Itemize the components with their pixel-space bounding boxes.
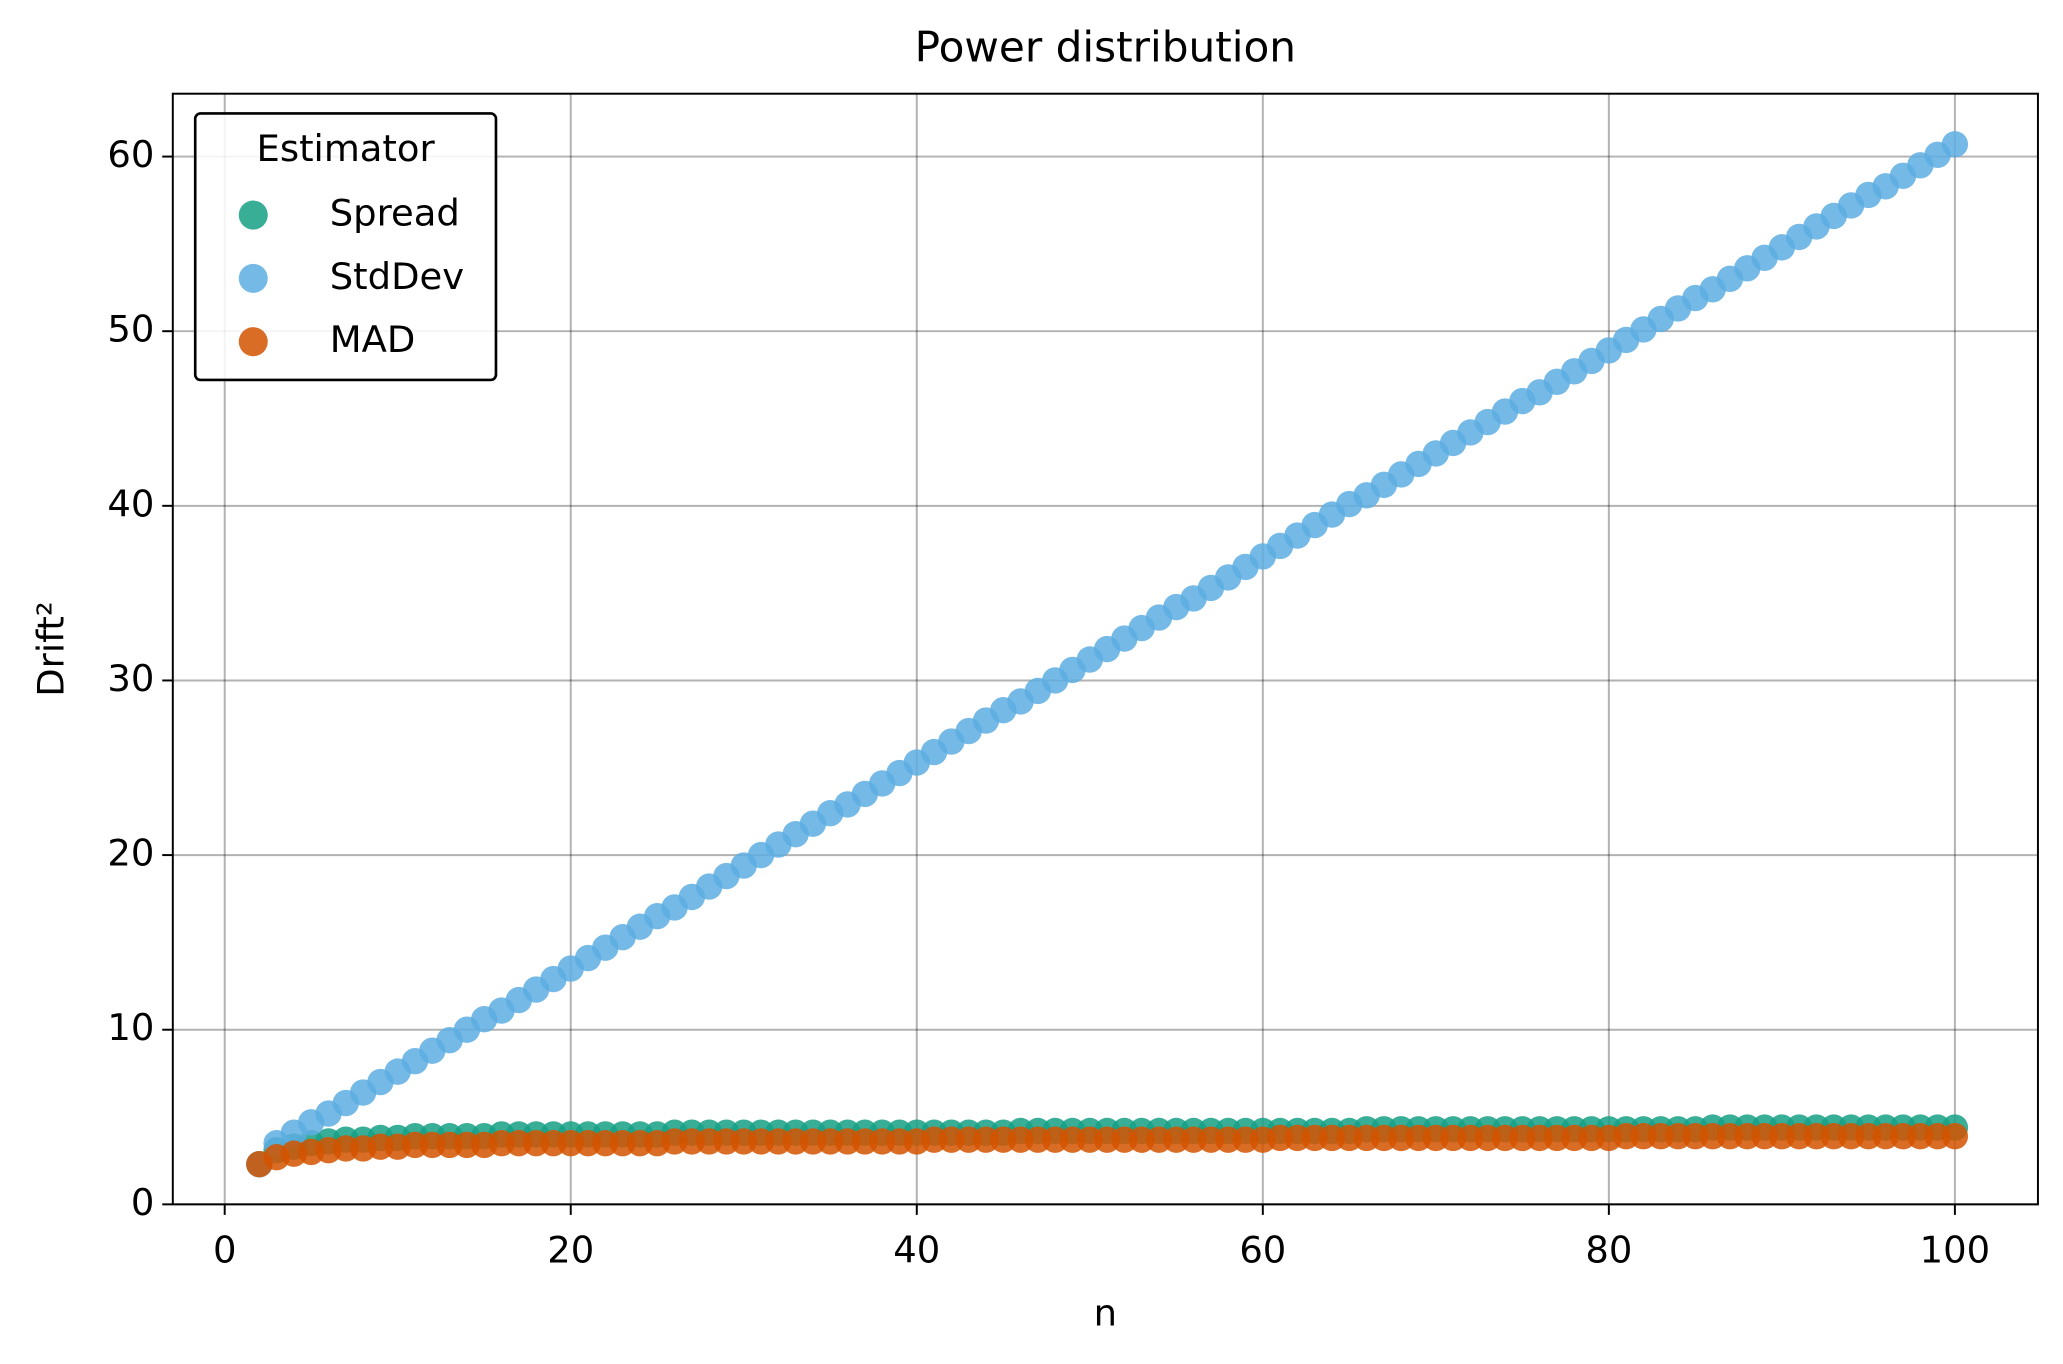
point — [1941, 1123, 1969, 1150]
x-tick-label: 0 — [213, 1228, 236, 1271]
x-tick-label: 40 — [893, 1228, 940, 1271]
legend-title: Estimator — [257, 127, 436, 170]
y-tick-label: 0 — [131, 1181, 155, 1224]
point — [1941, 131, 1969, 158]
y-axis-label: Drift² — [29, 601, 72, 697]
y-tick-label: 50 — [107, 308, 154, 351]
legend: Estimator Spread StdDev MAD — [193, 112, 498, 382]
x-tick-label: 20 — [547, 1228, 594, 1271]
legend-marker — [238, 327, 268, 357]
legend-box — [193, 112, 498, 382]
y-tick-label: 40 — [107, 482, 154, 525]
legend-label: MAD — [330, 318, 416, 361]
legend-label: StdDev — [330, 255, 464, 298]
y-tick-label: 10 — [107, 1006, 154, 1049]
legend-label: Spread — [330, 192, 460, 235]
plot-frame — [171, 92, 2039, 1206]
legend-marker — [238, 263, 268, 293]
y-tick-label: 60 — [107, 133, 154, 176]
y-tick-label: 20 — [107, 832, 154, 875]
y-tick-label: 30 — [107, 657, 154, 700]
chart-title: Power distribution — [915, 23, 1296, 72]
x-tick-label: 100 — [1920, 1228, 1990, 1271]
x-axis-label: n — [1094, 1292, 1117, 1335]
legend-marker — [238, 200, 268, 230]
x-tick-label: 80 — [1585, 1228, 1632, 1271]
x-tick-label: 60 — [1239, 1228, 1286, 1271]
